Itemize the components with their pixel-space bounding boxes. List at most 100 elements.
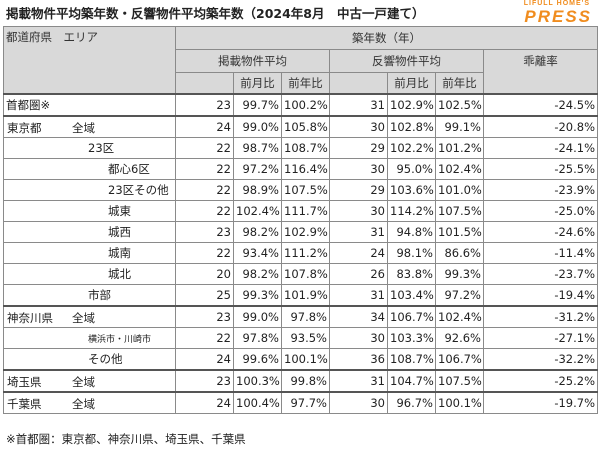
cell-listed-yoy: 100.2% xyxy=(281,93,330,117)
cell-resp: 30 xyxy=(329,391,388,414)
cell-resp: 34 xyxy=(329,305,388,328)
cell-listed: 22 xyxy=(175,242,234,264)
cell-resp-yoy: 99.1% xyxy=(435,115,484,138)
cell-resp-yoy: 107.5% xyxy=(435,369,484,393)
cell-listed-mom: 98.9% xyxy=(233,179,282,201)
cell-listed-yoy: 97.7% xyxy=(281,391,330,414)
cell-resp: 30 xyxy=(329,327,388,349)
table-row: 市部 25 99.3% 101.9% 31 103.4% 97.2% -19.4% xyxy=(3,284,598,307)
cell-resp-yoy: 101.5% xyxy=(435,221,484,243)
header-listed-blank xyxy=(175,72,234,95)
cell-listed-mom: 98.2% xyxy=(233,221,282,243)
cell-listed-mom: 97.2% xyxy=(233,158,282,180)
row-label: 城東 xyxy=(3,200,176,222)
cell-divergence: -25.2% xyxy=(483,369,598,393)
logo-top-text: LIFULL HOME'S xyxy=(523,0,590,7)
row-label: 市部 xyxy=(3,284,176,307)
table-row: 23区その他 22 98.9% 107.5% 29 103.6% 101.0% -23.9% xyxy=(3,179,598,201)
cell-listed-yoy: 105.8% xyxy=(281,115,330,138)
cell-resp: 29 xyxy=(329,137,388,159)
cell-resp-yoy: 92.6% xyxy=(435,327,484,349)
prefecture-label: 千葉県 xyxy=(7,397,42,411)
age-table: 都道府県 エリア 築年数（年） 掲載物件平均 反響物件平均 乖離率 前月比 前年… xyxy=(3,26,598,414)
cell-listed-mom: 99.7% xyxy=(233,93,282,117)
cell-divergence: -23.9% xyxy=(483,179,598,201)
cell-listed-mom: 99.3% xyxy=(233,284,282,307)
cell-listed-yoy: 111.2% xyxy=(281,242,330,264)
cell-listed-mom: 99.0% xyxy=(233,305,282,328)
area-label: 全域 xyxy=(72,121,95,135)
cell-resp-yoy: 101.0% xyxy=(435,179,484,201)
cell-resp: 30 xyxy=(329,158,388,180)
header-response-avg: 反響物件平均 xyxy=(329,49,484,73)
cell-resp-mom: 104.7% xyxy=(387,369,436,393)
row-label: 23区 xyxy=(3,137,176,159)
cell-listed-mom: 93.4% xyxy=(233,242,282,264)
cell-listed: 22 xyxy=(175,179,234,201)
cell-resp-yoy: 102.4% xyxy=(435,158,484,180)
cell-listed-mom: 102.4% xyxy=(233,200,282,222)
row-label: 横浜市・川崎市 xyxy=(3,327,176,349)
cell-listed: 24 xyxy=(175,391,234,414)
area-label: 全域 xyxy=(72,311,95,325)
cell-listed-yoy: 107.5% xyxy=(281,179,330,201)
cell-listed: 22 xyxy=(175,200,234,222)
cell-listed: 22 xyxy=(175,158,234,180)
cell-listed-yoy: 108.7% xyxy=(281,137,330,159)
row-label: 城北 xyxy=(3,263,176,285)
cell-resp-mom: 108.7% xyxy=(387,348,436,371)
cell-resp: 24 xyxy=(329,242,388,264)
cell-resp-mom: 83.8% xyxy=(387,263,436,285)
cell-resp-mom: 102.2% xyxy=(387,137,436,159)
header-pref-area: 都道府県 エリア xyxy=(3,26,176,95)
cell-resp-yoy: 86.6% xyxy=(435,242,484,264)
header-listed-mom: 前月比 xyxy=(233,72,282,95)
cell-resp-mom: 102.8% xyxy=(387,115,436,138)
cell-resp: 29 xyxy=(329,179,388,201)
cell-resp-yoy: 102.5% xyxy=(435,93,484,117)
row-label: 埼玉県 全域 xyxy=(3,369,176,393)
cell-listed-mom: 99.0% xyxy=(233,115,282,138)
cell-resp-mom: 103.3% xyxy=(387,327,436,349)
table-row: 埼玉県 全域 23 100.3% 99.8% 31 104.7% 107.5% -25.2% xyxy=(3,369,598,393)
cell-resp-mom: 96.7% xyxy=(387,391,436,414)
cell-resp-mom: 103.4% xyxy=(387,284,436,307)
cell-listed: 23 xyxy=(175,221,234,243)
cell-divergence: -32.2% xyxy=(483,348,598,371)
cell-divergence: -11.4% xyxy=(483,242,598,264)
row-label: 千葉県 全域 xyxy=(3,391,176,414)
cell-divergence: -23.7% xyxy=(483,263,598,285)
cell-listed: 25 xyxy=(175,284,234,307)
footnote: ※首都圏：東京都、神奈川県、埼玉県、千葉県 xyxy=(6,432,246,446)
prefecture-label: 東京都 xyxy=(7,121,42,135)
cell-divergence: -19.7% xyxy=(483,391,598,414)
cell-listed-mom: 98.2% xyxy=(233,263,282,285)
cell-resp-yoy: 101.2% xyxy=(435,137,484,159)
row-label: その他 xyxy=(3,348,176,371)
cell-resp: 30 xyxy=(329,200,388,222)
table-row: 横浜市・川崎市 22 97.8% 93.5% 30 103.3% 92.6% -27.1% xyxy=(3,327,598,349)
table-body: 首都圏※ 23 99.7% 100.2% 31 102.9% 102.5% -24.5% 東京都… xyxy=(3,93,598,414)
cell-listed: 23 xyxy=(175,305,234,328)
cell-listed-yoy: 102.9% xyxy=(281,221,330,243)
prefecture-label: 神奈川県 xyxy=(7,311,53,325)
cell-resp-mom: 95.0% xyxy=(387,158,436,180)
area-label: 全域 xyxy=(72,397,95,411)
cell-listed-yoy: 99.8% xyxy=(281,369,330,393)
cell-listed: 22 xyxy=(175,327,234,349)
cell-listed-mom: 99.6% xyxy=(233,348,282,371)
cell-resp: 26 xyxy=(329,263,388,285)
cell-resp: 31 xyxy=(329,93,388,117)
cell-listed: 24 xyxy=(175,348,234,371)
row-label: 神奈川県 全域 xyxy=(3,305,176,328)
table-row: 城北 20 98.2% 107.8% 26 83.8% 99.3% -23.7% xyxy=(3,263,598,285)
cell-listed-yoy: 116.4% xyxy=(281,158,330,180)
cell-divergence: -20.8% xyxy=(483,115,598,138)
table-title: 掲載物件平均築年数・反響物件平均築年数（2024年8月 中古一戸建て） xyxy=(6,6,425,21)
cell-listed: 23 xyxy=(175,369,234,393)
logo-main-text: PRESS xyxy=(524,7,592,26)
cell-resp-yoy: 106.7% xyxy=(435,348,484,371)
row-label: 23区その他 xyxy=(3,179,176,201)
cell-listed-mom: 98.7% xyxy=(233,137,282,159)
header-age-years: 築年数（年） xyxy=(175,26,598,50)
